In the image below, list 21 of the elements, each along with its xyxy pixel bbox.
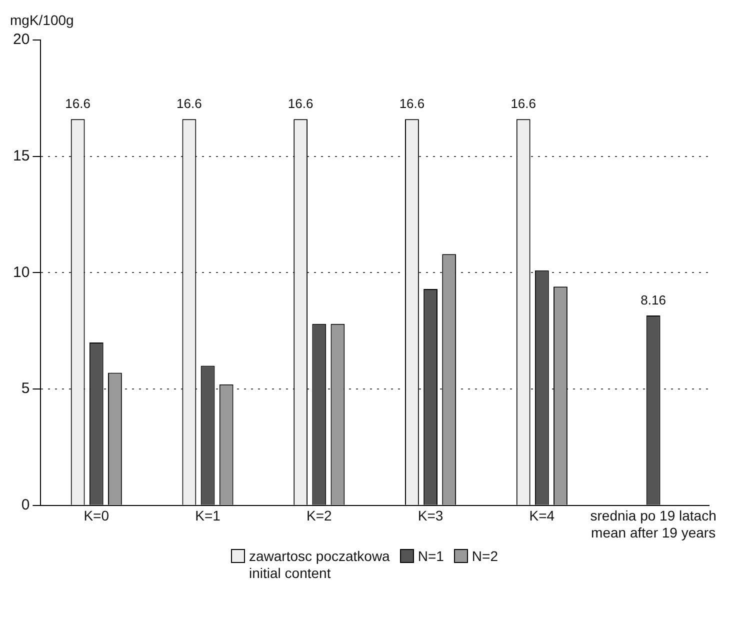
data-label: 8.16 — [640, 292, 666, 308]
x-tick-label: K=4 — [529, 508, 555, 524]
legend-label: zawartosc poczatkowa initial content — [249, 548, 390, 582]
data-label: 16.6 — [288, 96, 314, 112]
x-tick-label: K=1 — [195, 508, 221, 524]
data-label: 16.6 — [65, 96, 90, 112]
y-tick-label: 20 — [12, 31, 30, 48]
legend-label: N=2 — [472, 548, 498, 565]
x-tick-label: srednia po 19 latach mean after 19 years — [590, 508, 716, 540]
y-tick-label: 10 — [12, 264, 30, 281]
x-tick-label: K=3 — [418, 508, 444, 524]
data-label: 16.6 — [176, 96, 202, 112]
x-tick-label: K=2 — [306, 508, 332, 524]
y-tick-label: 15 — [12, 147, 30, 164]
legend-label: N=1 — [418, 548, 444, 565]
data-label: 16.6 — [510, 96, 536, 112]
y-axis-title: mgK/100g — [10, 12, 74, 28]
x-tick-label: K=0 — [84, 508, 110, 524]
y-tick-label: 0 — [21, 496, 30, 514]
data-label: 16.6 — [399, 96, 425, 112]
y-tick-label: 5 — [21, 380, 30, 398]
